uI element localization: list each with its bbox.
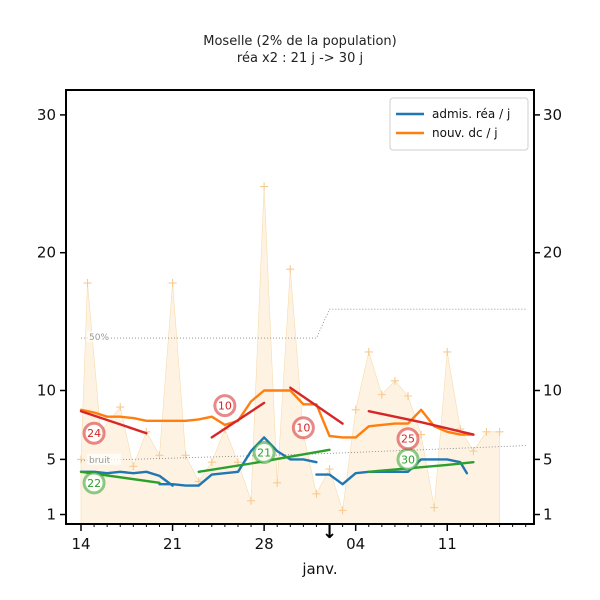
trend-label: 10 xyxy=(296,422,310,435)
plot-frame xyxy=(65,89,535,525)
x-tick-label: 14 xyxy=(71,535,90,553)
x-tick-label: 11 xyxy=(438,535,457,553)
ref-line-bruit xyxy=(80,445,526,462)
x-tick-label: 21 xyxy=(163,535,182,553)
y-tick-label-right: 5 xyxy=(543,450,553,468)
background-point xyxy=(469,447,478,456)
background-point xyxy=(312,489,321,498)
background-point xyxy=(168,279,177,288)
background-point xyxy=(260,182,269,191)
background-point xyxy=(116,403,125,412)
ref-label-50%: 50% xyxy=(89,333,109,343)
ref-line-50% xyxy=(81,308,526,339)
background-point xyxy=(351,405,360,414)
y-tick-label-right: 20 xyxy=(543,244,562,262)
trend-line xyxy=(210,401,266,439)
arrow-marker: ↓ xyxy=(322,522,337,543)
y-tick-label-left: 30 xyxy=(37,106,56,124)
y-tick-label-left: 10 xyxy=(37,382,56,400)
trend-label: 24 xyxy=(87,427,101,440)
ref-label-bruit: bruit xyxy=(89,456,111,466)
x-tick-label: 28 xyxy=(255,535,274,553)
background-point xyxy=(77,455,85,464)
trend-label: 30 xyxy=(401,453,415,466)
legend: admis. réa / j nouv. dc / j xyxy=(389,97,529,151)
ref-label-bg xyxy=(87,331,109,343)
trend-line xyxy=(79,410,148,435)
ref-label-bg xyxy=(87,453,121,465)
series-line-0 xyxy=(158,436,318,487)
trend-label-badge xyxy=(291,416,315,440)
reference-lines: 50% bruit xyxy=(80,308,526,466)
trend-line xyxy=(367,410,475,436)
background-point xyxy=(129,462,138,471)
background-point xyxy=(325,465,334,474)
chart-title: Moselle (2% de la population) xyxy=(203,34,396,49)
trend-lines: 22 21 30 24 10 10 25 xyxy=(79,386,475,495)
background-point xyxy=(273,478,282,487)
series-line-1 xyxy=(79,389,475,439)
background-point xyxy=(495,427,504,436)
trend-line xyxy=(289,386,344,425)
y-axis: 1 1 5 5 10 10 20 20 30 30 xyxy=(37,106,562,524)
background-point xyxy=(286,265,295,274)
trend-label: 21 xyxy=(257,447,271,460)
background-point xyxy=(443,347,452,356)
background-point xyxy=(247,496,256,505)
y-tick-label-right: 10 xyxy=(543,382,562,400)
background-point xyxy=(482,427,491,436)
background-point xyxy=(430,503,439,512)
legend-label: admis. réa / j xyxy=(432,107,510,121)
trend-label-badge xyxy=(82,421,106,445)
trend-label: 25 xyxy=(401,433,415,446)
y-tick-label-right: 30 xyxy=(543,106,562,124)
background-point xyxy=(390,376,399,385)
x-tick-label: 04 xyxy=(346,535,365,553)
y-tick-label-left: 5 xyxy=(46,450,56,468)
y-tick-label-right: 1 xyxy=(543,506,553,524)
trend-label: 22 xyxy=(87,477,101,490)
trend-label: 10 xyxy=(218,400,232,413)
trend-label-badge xyxy=(213,394,237,418)
y-tick-label-left: 20 xyxy=(37,244,56,262)
background-point xyxy=(155,451,164,460)
background-area xyxy=(80,186,500,524)
trend-label-badge xyxy=(82,471,106,495)
trend-line xyxy=(197,448,331,473)
y-tick-label-left: 1 xyxy=(46,506,56,524)
legend-box xyxy=(389,97,529,151)
x-axis-label: janv. xyxy=(301,560,337,578)
background-point xyxy=(181,451,190,460)
background-point xyxy=(207,458,216,467)
chart-subtitle: réa x2 : 21 j -> 30 j xyxy=(237,51,363,66)
background-point xyxy=(404,392,412,401)
legend-label: nouv. dc / j xyxy=(432,126,498,140)
series-lines xyxy=(79,389,475,487)
trend-label-badge xyxy=(396,427,420,451)
background-point xyxy=(364,347,373,356)
background-point xyxy=(83,279,92,288)
x-axis: 14 21 28 04 11 ↓ xyxy=(71,522,527,553)
trend-line xyxy=(367,461,475,473)
background-area-path xyxy=(80,186,500,524)
background-point xyxy=(377,390,386,399)
background-point xyxy=(338,506,347,515)
trend-label-badge xyxy=(252,441,276,465)
series-line-0 xyxy=(315,458,469,486)
